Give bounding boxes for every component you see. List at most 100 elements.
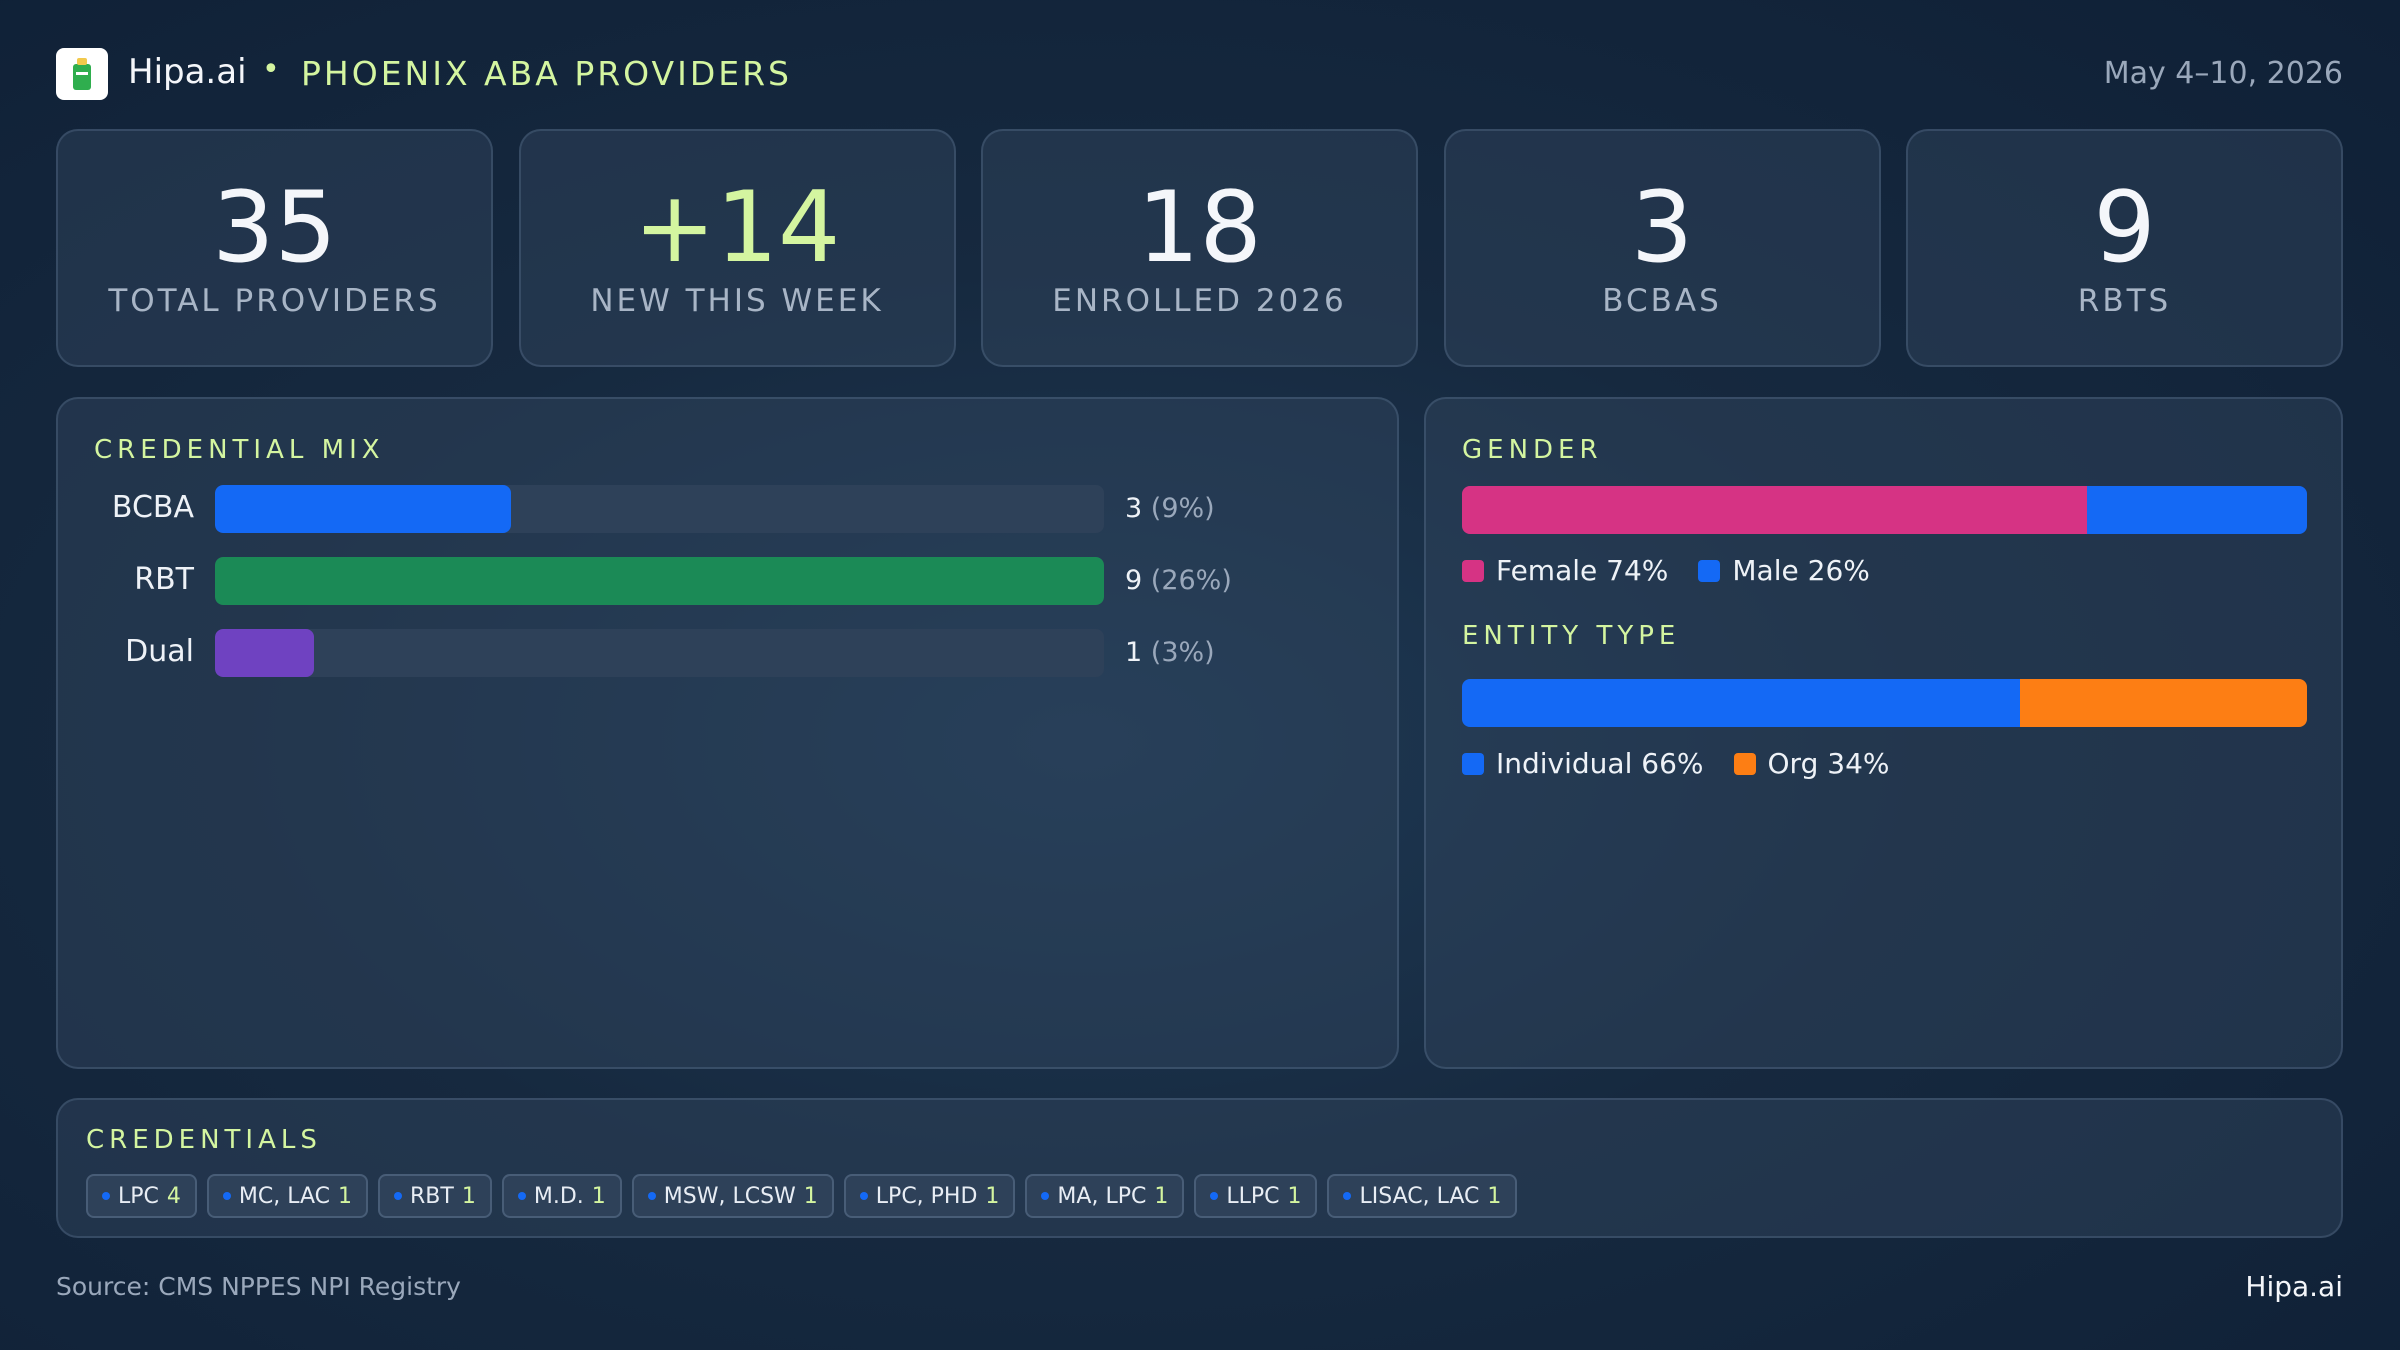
date-range: May 4–10, 2026 — [2103, 56, 2343, 91]
chip-dot — [647, 1192, 656, 1200]
segment — [2087, 486, 2307, 534]
legend: Individual 66% Org 34% — [1462, 747, 1890, 780]
credential-chip: LPC, PHD 1 — [843, 1174, 1016, 1218]
credential-chip: LLPC 1 — [1194, 1174, 1318, 1218]
value-percent: (9%) — [1150, 493, 1215, 524]
chip-count: 1 — [338, 1183, 353, 1209]
chip-count: 1 — [1287, 1183, 1302, 1209]
credential-chip: MSW, LCSW 1 — [631, 1174, 834, 1218]
chip-name: LLPC — [1226, 1183, 1280, 1209]
brand: Hipa.ai — [128, 52, 247, 92]
kpi-card: 3 BCBAS — [1443, 129, 1881, 367]
legend-text: Male 26% — [1732, 554, 1869, 587]
bar-label: BCBA — [111, 490, 194, 525]
chip-name: LPC, PHD — [875, 1183, 978, 1209]
stacked-bar — [1462, 679, 2307, 727]
source: Source: CMS NPPES NPI Registry — [56, 1272, 461, 1301]
chip-dot — [1343, 1192, 1352, 1200]
chip-name: RBT — [410, 1183, 454, 1209]
demographics-panel: GENDER Female 74% Male 26% ENTITY TYPE In… — [1424, 397, 2343, 1069]
bar-label: RBT — [134, 562, 194, 597]
kpi-label: TOTAL PROVIDERS — [108, 283, 441, 319]
legend-value: 66% — [1641, 747, 1704, 780]
page-title: PHOENIX ABA PROVIDERS — [301, 54, 793, 93]
chip-count: 1 — [461, 1183, 476, 1209]
section-title: ENTITY TYPE — [1462, 621, 1681, 651]
chip-name: LPC — [118, 1183, 159, 1209]
kpi-label: BCBAS — [1602, 283, 1722, 319]
value-count: 3 — [1125, 493, 1143, 524]
legend-text: Female 74% — [1496, 554, 1668, 587]
chip-count: 4 — [166, 1183, 181, 1209]
section-title: CREDENTIALS — [86, 1125, 322, 1155]
legend-item: Org 34% — [1733, 747, 1890, 780]
separator: • — [262, 52, 280, 87]
legend-name: Female — [1496, 554, 1598, 587]
kpi-card: 9 RBTS — [1906, 129, 2343, 367]
chip-name: M.D. — [533, 1183, 584, 1209]
kpi-value: 18 — [1137, 171, 1262, 285]
section-title: GENDER — [1462, 435, 1603, 465]
bar-value: 9 (26%) — [1125, 565, 1232, 596]
kpi-value: 3 — [1630, 171, 1694, 285]
bar-label: Dual — [125, 634, 194, 669]
chip-dot — [102, 1192, 110, 1200]
kpi-card: 35 TOTAL PROVIDERS — [56, 129, 493, 367]
legend-swatch — [1733, 752, 1756, 775]
bar — [215, 629, 314, 677]
chip-dot — [1210, 1192, 1219, 1200]
kpi-value: 35 — [212, 171, 337, 285]
chip-name: MSW, LCSW — [663, 1183, 796, 1209]
credential-chip: M.D. 1 — [501, 1174, 622, 1218]
chip-dot — [859, 1192, 868, 1200]
bar-track — [215, 629, 1104, 677]
credential-chip: MC, LAC 1 — [206, 1174, 369, 1218]
kpi-value: 9 — [2093, 171, 2156, 285]
chip-count: 1 — [985, 1183, 1000, 1209]
value-count: 1 — [1125, 637, 1143, 668]
chip-count: 1 — [591, 1183, 606, 1209]
legend-value: 34% — [1827, 747, 1890, 780]
section-title: CREDENTIAL MIX — [94, 435, 385, 465]
stacked-bar — [1462, 486, 2307, 534]
legend-item: Male 26% — [1698, 554, 1870, 587]
legend: Female 74% Male 26% — [1462, 554, 1870, 587]
legend-swatch — [1462, 752, 1484, 775]
segment — [1462, 486, 2088, 534]
legend-item: Female 74% — [1462, 554, 1668, 587]
chip-dot — [394, 1192, 403, 1200]
legend-value: 26% — [1807, 554, 1870, 587]
legend-item: Individual 66% — [1462, 747, 1704, 780]
bar-value: 1 (3%) — [1125, 637, 1215, 668]
chip-count: 1 — [803, 1183, 818, 1209]
legend-text: Org 34% — [1768, 747, 1890, 780]
segment — [1462, 679, 2020, 727]
chip-name: LISAC, LAC — [1359, 1183, 1480, 1209]
credential-chip: LISAC, LAC 1 — [1327, 1174, 1518, 1218]
bar-value: 3 (9%) — [1125, 493, 1215, 524]
bar-track — [215, 485, 1104, 533]
segment — [2019, 679, 2307, 727]
credential-chip: LPC 4 — [86, 1174, 197, 1218]
logo — [56, 48, 108, 100]
legend-name: Individual — [1496, 747, 1633, 780]
legend-swatch — [1462, 559, 1484, 582]
kpi-label: NEW THIS WEEK — [590, 283, 884, 319]
bar — [215, 485, 512, 533]
chip-name: MC, LAC — [238, 1183, 331, 1209]
chip-name: MA, LPC — [1057, 1183, 1147, 1209]
legend-name: Org — [1767, 747, 1819, 780]
footer-brand: Hipa.ai — [2245, 1270, 2343, 1303]
kpi-value: +14 — [633, 171, 841, 285]
credential-chip: MA, LPC 1 — [1025, 1174, 1185, 1218]
chip-count: 1 — [1487, 1183, 1502, 1209]
credential-mix-panel: CREDENTIAL MIX BCBA 3 (9%) RBT 9 (26%) Dual 1… — [56, 397, 1399, 1069]
chip-dot — [517, 1192, 526, 1200]
kpi-card: +14 NEW THIS WEEK — [518, 129, 956, 367]
value-percent: (26%) — [1150, 565, 1232, 596]
chip-list: LPC 4 MC, LAC 1 RBT 1 M.D. 1 MSW, LCSW 1 LPC, PHD 1… — [86, 1174, 1518, 1218]
bar-track — [215, 557, 1104, 605]
kpi-label: RBTS — [2077, 283, 2172, 319]
bar — [215, 557, 1104, 605]
credentials-panel: CREDENTIALS LPC 4 MC, LAC 1 RBT 1 M.D. 1 MSW, LC… — [56, 1098, 2343, 1238]
